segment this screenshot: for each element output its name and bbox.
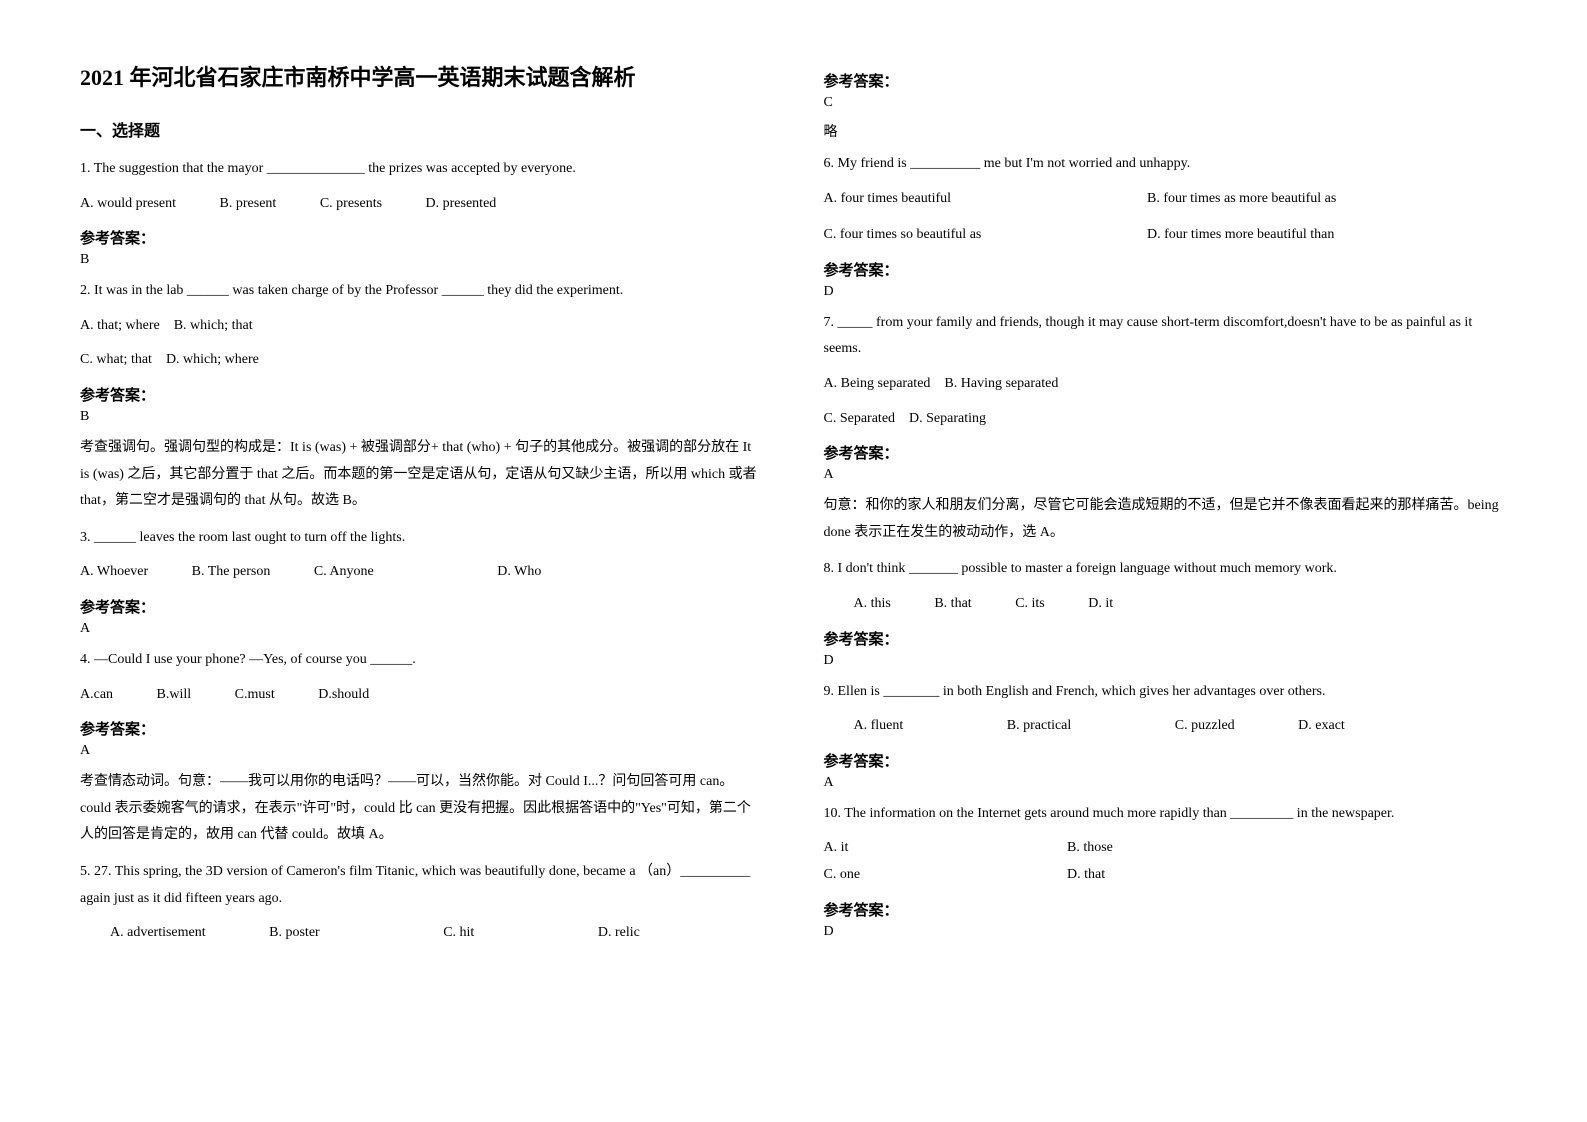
- q10-opt-a: A. it: [824, 835, 1024, 862]
- q6-stem: 6. My friend is __________ me but I'm no…: [824, 151, 1508, 178]
- q9-ans: A: [824, 775, 1508, 791]
- q3-ans-label: 参考答案：: [80, 596, 764, 617]
- q5-opt-b: B. poster: [269, 925, 320, 940]
- q3-opt-a: A. Whoever: [80, 564, 148, 579]
- q7-ans: A: [824, 467, 1508, 483]
- q6-options-row2: C. four times so beautiful as D. four ti…: [824, 222, 1508, 249]
- q2-stem: 2. It was in the lab ______ was taken ch…: [80, 278, 764, 305]
- q8-opt-a: A. this: [854, 596, 891, 611]
- q2-opt-d: D. which; where: [166, 352, 259, 367]
- q4-opt-c: C.must: [235, 687, 275, 702]
- q5-opt-a: A. advertisement: [110, 925, 206, 940]
- q10-options: A. it B. those C. one D. that: [824, 835, 1508, 888]
- q6-opt-c: C. four times so beautiful as: [824, 222, 1104, 249]
- q8-options: A. this B. that C. its D. it: [824, 591, 1508, 618]
- q1-opt-a: A. would present: [80, 196, 176, 211]
- q3-stem: 3. ______ leaves the room last ought to …: [80, 525, 764, 552]
- q5-options: A. advertisement B. poster C. hit D. rel…: [80, 920, 764, 947]
- q6-options-row1: A. four times beautiful B. four times as…: [824, 186, 1508, 213]
- q6-ans: D: [824, 284, 1508, 300]
- q3-opt-d: D. Who: [497, 564, 541, 579]
- q8-opt-d: D. it: [1088, 596, 1113, 611]
- q4-stem: 4. —Could I use your phone? —Yes, of cou…: [80, 647, 764, 674]
- q4-opt-d: D.should: [318, 687, 369, 702]
- q9-opt-a: A. fluent: [854, 718, 904, 733]
- q5-ans2: 略: [824, 121, 1508, 141]
- q7-opts-line1: A. Being separated B. Having separated: [824, 371, 1508, 398]
- q1-stem: 1. The suggestion that the mayor _______…: [80, 156, 764, 183]
- q6-ans-label: 参考答案：: [824, 259, 1508, 280]
- q4-ans: A: [80, 743, 764, 759]
- q7-stem: 7. _____ from your family and friends, t…: [824, 310, 1508, 363]
- q9-opt-c: C. puzzled: [1175, 718, 1235, 733]
- q4-options: A.can B.will C.must D.should: [80, 682, 764, 709]
- q8-ans-label: 参考答案：: [824, 628, 1508, 649]
- q5-stem: 5. 27. This spring, the 3D version of Ca…: [80, 859, 764, 912]
- q6-opt-a: A. four times beautiful: [824, 186, 1104, 213]
- q5-opt-c: C. hit: [443, 925, 474, 940]
- q7-explain: 句意：和你的家人和朋友们分离，尽管它可能会造成短期的不适，但是它并不像表面看起来…: [824, 493, 1508, 546]
- q6-opt-d: D. four times more beautiful than: [1147, 227, 1334, 242]
- left-column: 2021 年河北省石家庄市南桥中学高一英语期末试题含解析 一、选择题 1. Th…: [80, 60, 764, 957]
- q2-opt-b: B. which; that: [174, 318, 253, 333]
- q1-opt-b: B. present: [220, 196, 277, 211]
- q10-ans: D: [824, 924, 1508, 940]
- q6-opt-b: B. four times as more beautiful as: [1147, 191, 1336, 206]
- q2-ans: B: [80, 409, 764, 425]
- q8-opt-b: B. that: [934, 596, 971, 611]
- q10-opt-b: B. those: [1067, 835, 1267, 862]
- doc-title: 2021 年河北省石家庄市南桥中学高一英语期末试题含解析: [80, 60, 764, 92]
- q9-opt-b: B. practical: [1007, 718, 1072, 733]
- q8-opt-c: C. its: [1015, 596, 1045, 611]
- q10-opt-d: D. that: [1067, 867, 1105, 882]
- q5-ans: C: [824, 95, 1508, 111]
- q9-options: A. fluent B. practical C. puzzled D. exa…: [824, 713, 1508, 740]
- q4-explain: 考查情态动词。句意：——我可以用你的电话吗？——可以，当然你能。对 Could …: [80, 769, 764, 849]
- q7-opt-b: B. Having separated: [944, 376, 1058, 391]
- q3-opt-c: C. Anyone: [314, 564, 374, 579]
- q3-opt-b: B. The person: [192, 564, 271, 579]
- q3-ans: A: [80, 621, 764, 637]
- q1-opt-d: D. presented: [426, 196, 497, 211]
- right-column: 参考答案： C 略 6. My friend is __________ me …: [824, 60, 1508, 957]
- q3-options: A. Whoever B. The person C. Anyone D. Wh…: [80, 559, 764, 586]
- q9-opt-d: D. exact: [1298, 718, 1345, 733]
- q7-ans-label: 参考答案：: [824, 442, 1508, 463]
- q7-opt-c: C. Separated: [824, 411, 896, 426]
- q2-opt-a: A. that; where: [80, 318, 160, 333]
- q1-opt-c: C. presents: [320, 196, 382, 211]
- q4-opt-a: A.can: [80, 687, 113, 702]
- q2-opt-c: C. what; that: [80, 352, 152, 367]
- q2-opts-line1: A. that; where B. which; that: [80, 313, 764, 340]
- q4-ans-label: 参考答案：: [80, 718, 764, 739]
- q2-opts-line2: C. what; that D. which; where: [80, 347, 764, 374]
- q1-options: A. would present B. present C. presents …: [80, 191, 764, 218]
- q7-opt-d: D. Separating: [909, 411, 986, 426]
- q2-ans-label: 参考答案：: [80, 384, 764, 405]
- q4-opt-b: B.will: [157, 687, 192, 702]
- q2-explain: 考查强调句。强调句型的构成是：It is (was) + 被强调部分+ that…: [80, 435, 764, 515]
- q9-stem: 9. Ellen is ________ in both English and…: [824, 679, 1508, 706]
- q10-opt-c: C. one: [824, 862, 1024, 889]
- q5-ans-label: 参考答案：: [824, 70, 1508, 91]
- section-1-header: 一、选择题: [80, 117, 764, 141]
- q10-stem: 10. The information on the Internet gets…: [824, 801, 1508, 828]
- q7-opts-line2: C. Separated D. Separating: [824, 406, 1508, 433]
- q1-ans-label: 参考答案：: [80, 227, 764, 248]
- q8-stem: 8. I don't think _______ possible to mas…: [824, 556, 1508, 583]
- q8-ans: D: [824, 653, 1508, 669]
- q10-ans-label: 参考答案：: [824, 899, 1508, 920]
- q9-ans-label: 参考答案：: [824, 750, 1508, 771]
- q7-opt-a: A. Being separated: [824, 376, 931, 391]
- q1-ans: B: [80, 252, 764, 268]
- page-container: 2021 年河北省石家庄市南桥中学高一英语期末试题含解析 一、选择题 1. Th…: [0, 0, 1587, 1017]
- q5-opt-d: D. relic: [598, 925, 640, 940]
